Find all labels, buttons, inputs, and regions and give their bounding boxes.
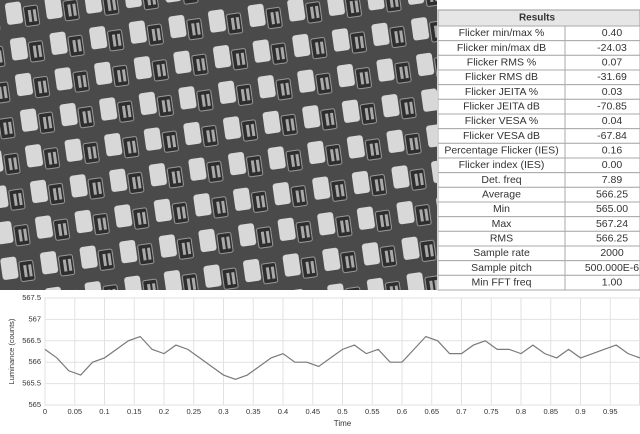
row-label: Min FFT freq	[472, 276, 532, 288]
x-tick-label: 0.7	[456, 407, 466, 416]
x-tick-label: 0.05	[67, 407, 82, 416]
x-tick-label: 0.1	[99, 407, 109, 416]
row-value: 0.40	[602, 27, 623, 39]
y-tick-label: 566	[28, 357, 41, 366]
y-tick-label: 565.5	[22, 379, 41, 388]
row-label: Flicker JEITA dB	[463, 100, 540, 112]
row-label: Min	[493, 203, 510, 215]
x-tick-label: 0.6	[397, 407, 407, 416]
row-label: Flicker min/max dB	[457, 42, 546, 54]
row-label: Max	[492, 218, 513, 230]
x-tick-label: 0.75	[484, 407, 499, 416]
y-tick-label: 567	[28, 314, 41, 323]
row-label: Flicker min/max %	[459, 27, 545, 39]
x-tick-label: 0.4	[278, 407, 288, 416]
row-value: 7.89	[602, 174, 623, 186]
y-tick-label: 565	[28, 400, 41, 409]
x-tick-label: 0.85	[543, 407, 558, 416]
y-tick-label: 567.5	[22, 293, 41, 302]
row-value: -31.69	[597, 71, 627, 83]
data-line	[44, 335, 640, 380]
x-tick-label: 0.5	[337, 407, 347, 416]
x-tick-label: 0.9	[575, 407, 585, 416]
row-label: Det. freq	[481, 174, 521, 186]
row-cell	[564, 274, 640, 291]
row-label: RMS	[490, 232, 513, 244]
results-table: Results Flicker min/max % 0.40 Flicker min/…	[437, 9, 640, 291]
row-value: 567.24	[596, 218, 628, 230]
row-value: 0.04	[602, 115, 623, 127]
row-label: Flicker RMS %	[467, 56, 536, 68]
y-axis-label: Luminance (counts)	[7, 318, 16, 384]
sample-image	[0, 0, 437, 290]
row-value: 2000	[600, 247, 624, 259]
x-axis-label: Time	[334, 419, 352, 428]
row-value: 1.00	[602, 276, 623, 288]
row-label: Flicker RMS dB	[465, 71, 538, 83]
x-tick-label: 0	[43, 407, 47, 416]
y-tick-label: 566.5	[22, 336, 41, 345]
x-tick-label: 0.15	[127, 407, 142, 416]
x-tick-label: 0.2	[159, 407, 169, 416]
row-label: Flicker VESA %	[465, 115, 539, 127]
row-value: 0.03	[602, 86, 623, 98]
x-tick-label: 0.65	[424, 407, 439, 416]
chart: 565 565.5 566 566.5 567 567.5 0 0.05 0.1 0.15 0.2 0…	[7, 293, 640, 428]
row-value: -24.03	[597, 42, 627, 54]
table-title: Results	[519, 13, 556, 24]
x-tick-label: 0.55	[365, 407, 380, 416]
row-value: 565.00	[596, 203, 628, 215]
row-value: 566.25	[596, 188, 628, 200]
row-label: Flicker index (IES)	[459, 159, 545, 171]
row-value: 566.25	[596, 232, 628, 244]
x-tick-label: 0.25	[186, 407, 201, 416]
row-value: 0.00	[602, 159, 623, 171]
row-value: 500.000E-6	[585, 262, 639, 274]
row-value: 0.07	[602, 56, 623, 68]
x-tick-label: 0.3	[218, 407, 228, 416]
x-tick-label: 0.8	[516, 407, 526, 416]
row-label: Flicker VESA dB	[463, 130, 540, 142]
x-tick-label: 0.95	[603, 407, 618, 416]
row-label: Percentage Flicker (IES)	[444, 144, 558, 156]
row-value: 0.16	[602, 144, 623, 156]
row-label: Flicker JEITA %	[465, 86, 538, 98]
row-label: Average	[482, 188, 521, 200]
row-value: -67.84	[597, 130, 627, 142]
row-label: Sample pitch	[471, 262, 532, 274]
row-label: Sample rate	[473, 247, 530, 259]
x-tick-label: 0.45	[305, 407, 320, 416]
x-tick-label: 0.35	[246, 407, 261, 416]
row-value: -70.85	[597, 100, 627, 112]
